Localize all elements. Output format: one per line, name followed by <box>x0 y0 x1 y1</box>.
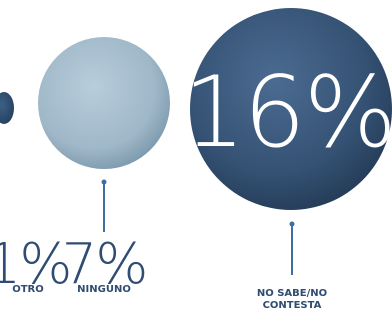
connector-dot-no-sabe <box>289 221 295 227</box>
bubble-ninguno <box>38 37 170 169</box>
value-label-no-sabe: 16% <box>183 56 392 170</box>
category-label-no-sabe-line-1: NO SABE/NO <box>257 288 327 299</box>
bubble-otro <box>0 92 14 124</box>
value-label-otro: 1% <box>0 232 70 297</box>
bubble-no-sabe <box>190 8 392 210</box>
value-label-ninguno: 7% <box>62 232 147 297</box>
category-label-no-sabe-line-2: CONTESTA <box>263 300 322 311</box>
connector-dot-ninguno <box>101 179 107 185</box>
category-label-ninguno: NINGUNO <box>77 284 131 295</box>
category-label-otro: OTRO <box>12 284 44 295</box>
